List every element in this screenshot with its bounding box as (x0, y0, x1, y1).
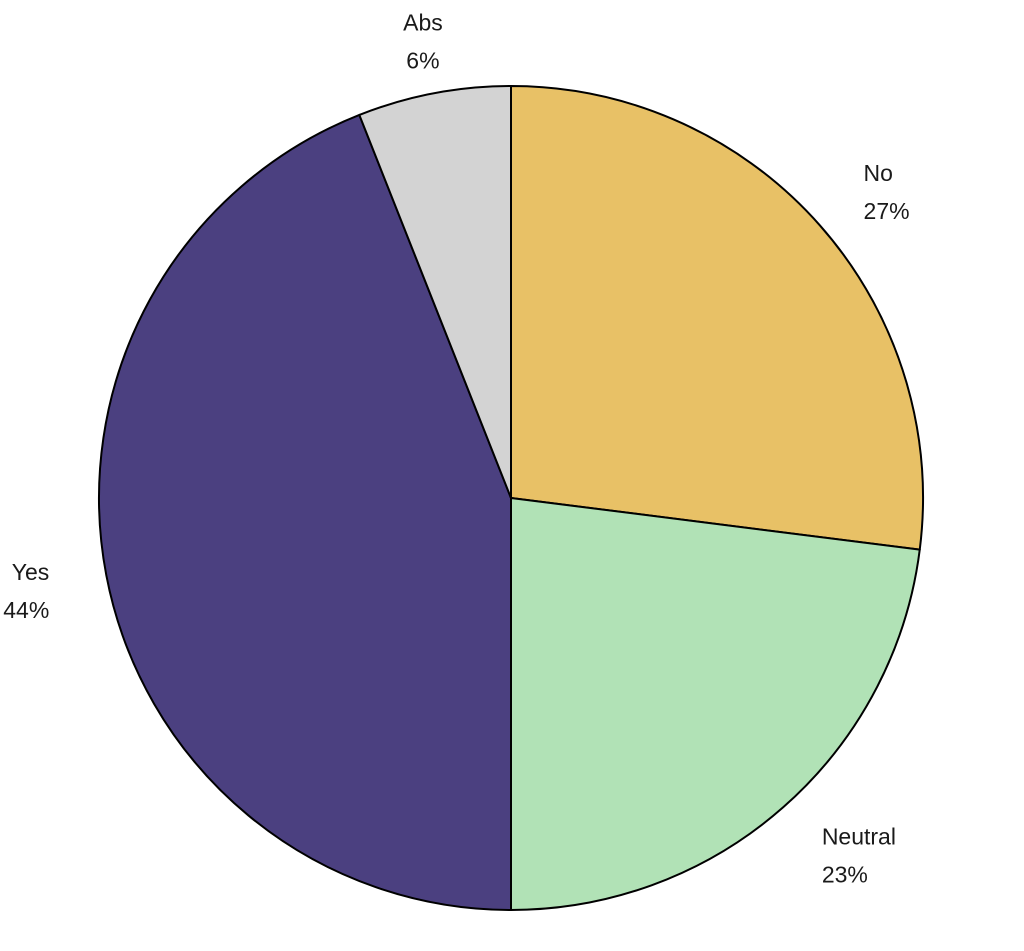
pie-slice-no (510, 85, 924, 551)
slice-percent: 27% (864, 198, 910, 224)
slice-percent: 44% (3, 597, 49, 623)
slice-percent: 23% (822, 862, 868, 888)
pie-slices (98, 85, 924, 911)
slice-label-yes: Yes 44% (3, 559, 49, 623)
slice-name: Neutral (822, 824, 896, 850)
slice-label-no: No 27% (864, 160, 910, 224)
slice-name: Abs (403, 9, 443, 35)
slice-label-abs: Abs 6% (403, 9, 443, 73)
pie-slice-yes (98, 113, 512, 911)
pie-slice-neutral (510, 497, 921, 911)
slice-name: No (864, 160, 893, 186)
pie-slice-abs (358, 85, 512, 499)
slice-label-neutral: Neutral 23% (822, 824, 896, 888)
slice-percent: 6% (406, 47, 439, 73)
pie-labels: No 27% Neutral 23% Yes 44% Abs 6% (3, 9, 909, 887)
slice-name: Yes (12, 559, 50, 585)
